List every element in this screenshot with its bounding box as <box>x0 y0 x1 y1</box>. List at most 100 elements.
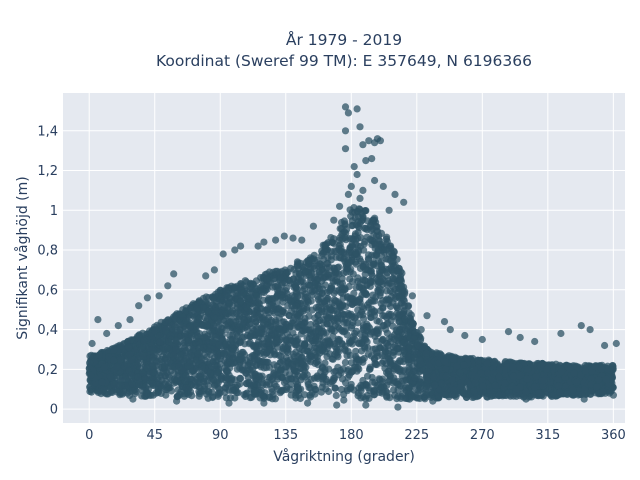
data-point <box>237 280 245 288</box>
data-point <box>484 369 492 377</box>
data-point <box>405 309 413 317</box>
data-point <box>386 287 394 295</box>
data-point <box>307 358 315 366</box>
data-point <box>318 252 326 260</box>
data-point <box>354 208 362 216</box>
data-point <box>290 366 298 374</box>
data-point <box>287 380 295 389</box>
data-point <box>473 393 481 401</box>
data-point <box>344 259 353 268</box>
data-point <box>352 347 360 355</box>
data-point <box>427 388 435 397</box>
data-point <box>321 241 329 249</box>
data-points <box>85 103 620 411</box>
data-point <box>230 283 238 291</box>
data-point <box>282 363 290 371</box>
data-point <box>275 351 283 359</box>
data-point <box>221 384 229 392</box>
data-point <box>324 314 332 322</box>
data-point <box>366 365 374 373</box>
data-point <box>128 379 136 388</box>
data-point <box>382 348 390 356</box>
data-point <box>340 396 348 404</box>
data-point <box>435 393 443 401</box>
data-point <box>581 361 589 370</box>
data-point <box>116 356 124 364</box>
data-point <box>333 314 341 322</box>
data-point <box>329 376 338 384</box>
data-point <box>125 343 133 352</box>
data-point <box>332 287 340 295</box>
data-point <box>268 295 277 303</box>
data-point <box>335 345 343 354</box>
data-point <box>301 373 309 381</box>
data-point <box>259 319 267 327</box>
data-point <box>340 217 348 225</box>
data-point <box>170 375 178 383</box>
data-point <box>216 328 224 336</box>
data-point <box>258 288 266 296</box>
data-point <box>277 387 285 395</box>
data-point <box>322 385 330 393</box>
data-point <box>394 386 402 394</box>
data-point <box>314 325 323 333</box>
data-point <box>383 389 391 397</box>
data-point <box>325 365 333 373</box>
data-point <box>603 365 611 373</box>
data-point <box>350 289 358 297</box>
data-point <box>379 335 387 343</box>
data-point <box>361 238 369 246</box>
data-point <box>408 393 416 401</box>
data-point <box>310 251 318 259</box>
data-point <box>367 267 375 275</box>
data-point <box>298 353 306 361</box>
data-point <box>529 361 537 369</box>
data-point <box>396 357 404 365</box>
data-point <box>285 323 294 331</box>
data-point <box>318 364 326 372</box>
data-point <box>338 231 346 239</box>
data-point <box>453 362 461 370</box>
data-point <box>385 376 394 384</box>
data-point <box>218 335 226 343</box>
data-point <box>274 324 283 332</box>
data-point <box>416 385 425 393</box>
data-point <box>222 394 230 402</box>
data-point <box>356 330 364 338</box>
data-point <box>359 393 367 401</box>
data-point <box>394 288 402 296</box>
data-point <box>308 291 316 299</box>
data-point <box>367 330 375 338</box>
data-point <box>316 260 324 268</box>
data-point <box>320 330 328 338</box>
data-point <box>306 391 314 399</box>
data-point <box>224 367 232 375</box>
data-point <box>228 387 236 395</box>
data-point <box>188 368 196 376</box>
data-point <box>327 306 335 314</box>
data-point <box>279 373 287 382</box>
data-point <box>478 377 487 385</box>
data-point <box>239 348 247 356</box>
data-point <box>249 365 257 373</box>
data-point <box>326 320 334 328</box>
data-point <box>311 314 319 322</box>
data-point <box>315 345 323 353</box>
data-point <box>391 391 399 399</box>
data-point <box>281 336 289 344</box>
data-point <box>354 274 362 282</box>
data-point <box>233 332 241 340</box>
data-point <box>364 372 372 380</box>
data-point <box>122 373 130 381</box>
data-point <box>338 279 346 287</box>
data-point <box>368 378 376 386</box>
data-point <box>367 226 375 234</box>
data-point <box>331 384 339 392</box>
data-point <box>345 248 353 257</box>
data-point <box>385 296 393 304</box>
data-point <box>372 250 380 259</box>
data-point <box>313 353 321 361</box>
data-point <box>308 306 316 314</box>
data-point <box>362 207 370 215</box>
